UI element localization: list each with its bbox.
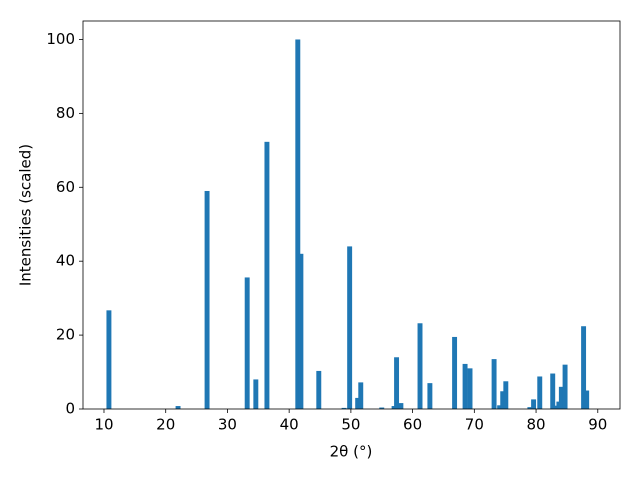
bar [556, 401, 562, 409]
bar [558, 386, 564, 409]
bar [417, 323, 423, 409]
bar [452, 336, 458, 409]
y-tick-label: 60 [56, 178, 75, 196]
bar [253, 379, 259, 409]
x-tick-label: 40 [280, 416, 299, 434]
bar [550, 373, 556, 409]
bar [500, 391, 506, 409]
bar [298, 253, 304, 409]
bar [341, 407, 347, 409]
x-tick-label: 70 [465, 416, 484, 434]
y-tick-label: 20 [56, 326, 75, 344]
bar [379, 407, 385, 409]
x-tick-label: 50 [341, 416, 360, 434]
y-tick-label: 80 [56, 104, 75, 122]
x-tick-label: 10 [94, 416, 113, 434]
bar [347, 246, 353, 409]
plot-frame [82, 20, 621, 410]
bar [358, 382, 364, 409]
bar [427, 383, 433, 409]
x-tick-label: 80 [527, 416, 546, 434]
bar [316, 370, 322, 409]
bar [175, 406, 181, 409]
y-axis-label: Intensities (scaled) [17, 144, 35, 286]
x-tick-label: 30 [218, 416, 237, 434]
bar [204, 190, 210, 409]
bar [467, 368, 473, 409]
x-tick-label: 60 [403, 416, 422, 434]
y-tick-label: 100 [46, 30, 75, 48]
x-axis-label: 2θ (°) [330, 443, 373, 461]
bar [394, 357, 400, 409]
bar [462, 363, 468, 409]
bar [295, 39, 301, 409]
bar [562, 364, 568, 409]
bar [497, 405, 503, 409]
bar [491, 359, 497, 409]
bar [244, 277, 250, 409]
bar [503, 381, 509, 409]
y-tick-label: 0 [65, 400, 75, 418]
bar [531, 399, 537, 409]
bar [581, 326, 587, 409]
y-tick-label: 40 [56, 252, 75, 270]
bar [264, 141, 270, 409]
bar [398, 403, 404, 409]
x-tick-label: 20 [156, 416, 175, 434]
x-tick-label: 90 [588, 416, 607, 434]
bar [527, 407, 533, 409]
bar [355, 397, 361, 409]
bar [106, 310, 112, 409]
bar [584, 390, 590, 409]
bar [537, 376, 543, 409]
